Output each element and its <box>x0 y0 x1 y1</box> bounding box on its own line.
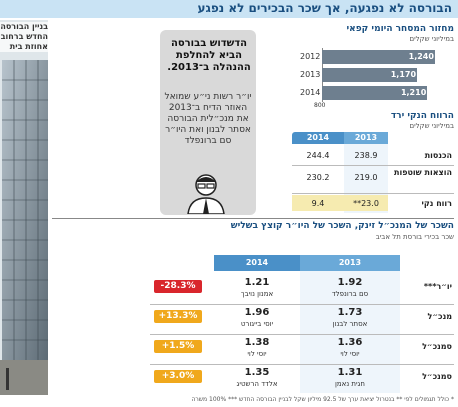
exec-name-2013: סם ברונפלד <box>331 290 369 298</box>
turnover-bar-label: 1,210 <box>400 88 427 97</box>
exec-value-2013: 1.31 <box>337 367 363 378</box>
profit-cell: 244.4 <box>306 151 330 160</box>
profit-cell: 238.9 <box>354 151 378 160</box>
exec-value-2014: 1.96 <box>244 307 270 318</box>
exec-value-2013: 1.73 <box>337 307 363 318</box>
exec-value-2013: 1.92 <box>337 277 363 288</box>
exec-value-2014: 1.38 <box>244 337 270 348</box>
exec-name-2014: אמנון נויבך <box>240 290 274 298</box>
page-title: הבורסה לא נפגעה, אך שכר הבכירים לא נפגע <box>197 1 452 15</box>
exec-value-2013: 1.36 <box>337 337 363 348</box>
exec-name-2014: יוסי לוי <box>247 350 267 358</box>
profit-title: הרווח הנקי ירד <box>390 111 454 121</box>
profit-subtitle: במיליוני שקלים <box>409 122 454 130</box>
exec-role: יו״ר*** <box>423 282 452 291</box>
axis-min-label: 800 <box>314 102 326 109</box>
quote-body: יו״ר רשות ני״ע שמואל האוזר הדיח ב־2013 א… <box>164 92 252 146</box>
turnover-bar <box>322 68 417 82</box>
exec-value-2014: 1.35 <box>244 367 270 378</box>
profit-cell: 230.2 <box>306 173 330 182</box>
turnover-year-label: 2013 <box>300 70 321 79</box>
turnover-chart: 800 1,240 2012 1,170 2013 1,210 2014 <box>300 48 454 110</box>
exec-col-2013: 2013 <box>338 258 362 267</box>
exec-role: מנכ״ל <box>427 312 452 321</box>
profit-row-label: הכנסות <box>424 151 452 160</box>
exec-value-2014: 1.21 <box>244 277 270 288</box>
profit-col-2014: 2014 <box>306 133 330 142</box>
exec-header-2013 <box>300 255 400 271</box>
exec-name-2014: יוסי בייגורט <box>240 320 274 328</box>
profit-cell: 219.0 <box>354 173 378 182</box>
profit-header-2013 <box>344 132 388 144</box>
turnover-bar <box>322 50 435 64</box>
exec-name-2013: יוסי לוי <box>340 350 360 358</box>
change-badge: +1.5% <box>154 340 202 353</box>
header-bar <box>0 0 458 18</box>
profit-row-label: הוצאות שוטפות <box>393 168 452 177</box>
footnote: * כולל תגמולים לפי ** בנטרול יציאת ערך ש… <box>191 396 454 403</box>
exec-col-2013-bg <box>300 271 400 393</box>
turnover-bar-label: 1,170 <box>390 70 417 79</box>
divider <box>150 364 454 365</box>
turnover-bar <box>322 86 427 100</box>
change-badge: +13.3% <box>154 310 202 323</box>
exec-subtitle: שכר בכירי בורסת תל אביב <box>375 233 454 241</box>
exec-col-2014: 2014 <box>245 258 269 267</box>
exec-name-2013: חגית נאמן <box>335 380 365 388</box>
net-profit-highlight <box>292 195 388 211</box>
profit-cell: **23.0 <box>353 199 379 208</box>
turnover-year-label: 2012 <box>300 52 321 61</box>
divider <box>292 165 454 166</box>
exec-role: סמנכ״ל <box>422 342 452 351</box>
exec-name-2014: אלדד הרשטיג <box>236 380 278 388</box>
exec-name-2013: אסתר לבנון <box>332 320 368 328</box>
quote-lead: הדשדוש בבורסה הביא להחלפת ההנהלה ב־2013. <box>167 38 251 73</box>
profit-row-label: רווח נקי <box>421 199 452 208</box>
exec-header-2014 <box>214 255 300 271</box>
exec-title: השכר של המנכ״ל זינק, השכר של היו״ר קוצץ … <box>230 221 454 231</box>
profit-cell: 9.4 <box>311 199 325 208</box>
person-icon <box>182 170 230 215</box>
section-divider <box>52 218 454 219</box>
profit-header-2014 <box>292 132 344 144</box>
divider <box>150 334 454 335</box>
turnover-subtitle: במיליוני שקלים <box>409 35 454 43</box>
divider <box>150 304 454 305</box>
turnover-bar-label: 1,240 <box>408 52 434 61</box>
turnover-title: מחזור המסחר היומי קפאי <box>346 24 454 34</box>
exec-role: סמנכ״ל <box>422 372 452 381</box>
change-badge: +3.0% <box>154 370 202 383</box>
divider <box>292 193 454 194</box>
profit-col-2013: 2013 <box>354 133 378 142</box>
turnover-year-label: 2014 <box>300 88 321 97</box>
change-badge: -28.3% <box>154 280 202 293</box>
building-photo <box>0 20 48 395</box>
photo-caption: בניין הבורסה החדש ברחוב אחוזת בית <box>0 22 48 52</box>
